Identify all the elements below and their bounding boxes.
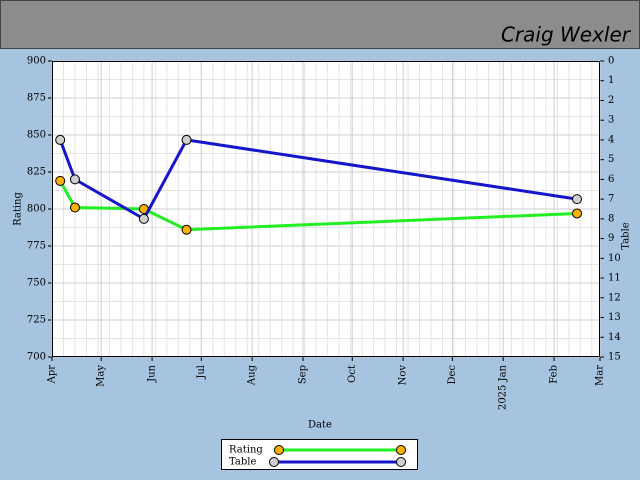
y2-tick-label: 5 [608, 154, 614, 165]
point [181, 224, 192, 235]
y-tick-label: 850 [27, 130, 46, 141]
y2-tick-label: 0 [608, 56, 614, 67]
legend-label: Rating [229, 445, 263, 456]
x-tick-label: Apr [47, 365, 58, 385]
y2-tick-label: 10 [608, 253, 621, 264]
y-tick-label: 800 [27, 204, 46, 215]
y-axis-title: Rating [13, 192, 24, 226]
point [572, 208, 583, 219]
x-axis-title: Date [308, 420, 332, 431]
y2-tick-label: 4 [608, 134, 614, 145]
x-tick-label: Nov [398, 365, 409, 386]
y2-tick-label: 14 [608, 332, 621, 343]
x-tick-label: May [96, 365, 107, 387]
y2-tick-label: 11 [608, 273, 621, 284]
point [572, 194, 583, 205]
legend-marker [396, 445, 406, 455]
plot-border [52, 61, 600, 357]
point [181, 134, 192, 145]
y2-tick-label: 9 [608, 233, 614, 244]
x-tick-label: Aug [247, 364, 258, 386]
x-tick-label: Dec [447, 365, 458, 385]
y2-tick-label: 6 [608, 174, 614, 185]
x-tick-label: Sep [298, 365, 309, 384]
y-tick-label: 875 [27, 93, 46, 104]
x-tick-label: 2025 Jan [498, 364, 509, 410]
y2-tick-label: 2 [608, 95, 614, 106]
legend-marker [274, 445, 284, 455]
x-tick-label: Mar [595, 365, 606, 386]
y2-axis-title: Table [621, 222, 632, 249]
header-title: Craig Wexler [501, 23, 632, 47]
point [138, 213, 149, 224]
legend [221, 439, 418, 470]
x-tick-label: Jul [196, 365, 207, 380]
y-tick-label: 775 [27, 241, 46, 252]
point [55, 175, 66, 186]
point [69, 202, 80, 213]
point [69, 174, 80, 185]
y2-tick-label: 15 [608, 352, 621, 363]
point [55, 134, 66, 145]
legend-marker [396, 457, 406, 467]
y2-tick-label: 7 [608, 194, 614, 205]
y-tick-label: 725 [27, 315, 46, 326]
y2-tick-label: 1 [608, 75, 614, 86]
y2-tick-label: 12 [608, 292, 621, 303]
y2-tick-label: 3 [608, 115, 614, 126]
y2-tick-label: 8 [608, 213, 614, 224]
x-tick-label: Feb [549, 365, 560, 384]
y-tick-label: 900 [27, 56, 46, 67]
y-tick-label: 700 [27, 352, 46, 363]
legend-marker [269, 457, 279, 467]
legend-label: Table [229, 457, 256, 468]
header-bar [0, 0, 640, 49]
y-tick-label: 825 [27, 167, 46, 178]
y2-tick-label: 13 [608, 312, 621, 323]
y-tick-label: 750 [27, 278, 46, 289]
x-tick-label: Jun [147, 364, 158, 382]
x-tick-label: Oct [347, 365, 358, 383]
